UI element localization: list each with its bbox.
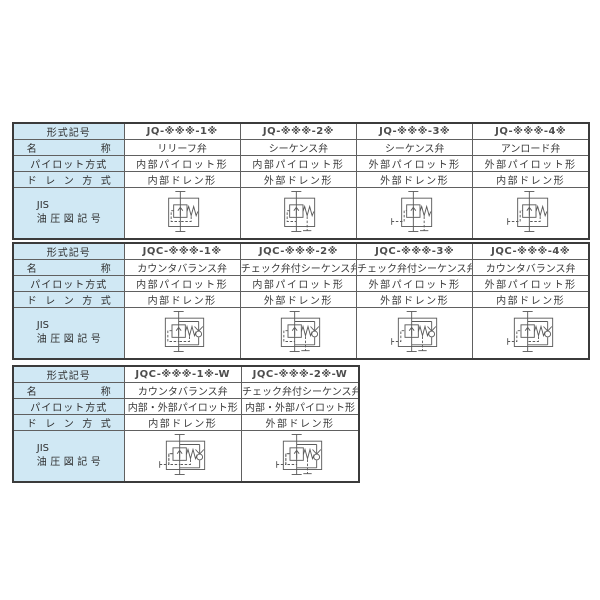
row-label-drain: ドレン方式: [12, 171, 125, 188]
row-label-drain: ドレン方式: [12, 414, 125, 431]
jis-hydraulic-symbol: [157, 188, 207, 235]
jis-symbol-cell: [123, 430, 242, 483]
pilot-type-cell: 外部パイロット形: [472, 275, 590, 292]
jis-hydraulic-symbol: [157, 308, 207, 355]
row-label-jis: JIS 油圧図記号: [12, 430, 125, 483]
model-code-cell: JQC-※※※-1※: [123, 242, 241, 260]
pilot-type-row: パイロット方式 内部パイロット形 内部パイロット形 外部パイロット形 外部パイロ…: [12, 275, 590, 292]
valve-name-cell: リリーフ弁: [123, 139, 241, 156]
valve-name-row: 名称 カウンタバランス弁 チェック弁付シーケンス弁: [12, 382, 360, 399]
row-label-name: 名称: [12, 139, 125, 156]
jis-symbol-row: JIS 油圧図記号: [12, 307, 590, 360]
jis-symbol-cell: [123, 307, 241, 360]
drain-type-row: ドレン方式 内部ドレン形 外部ドレン形 外部ドレン形 内部ドレン形: [12, 291, 590, 308]
model-code-cell: JQ-※※※-4※: [472, 122, 590, 140]
spec-table-jqc-w: 形式記号 JQC-※※※-1※-W JQC-※※※-2※-W 名称 カウンタバラ…: [12, 365, 360, 483]
drain-type-row: ドレン方式 内部ドレン形 外部ドレン形: [12, 414, 360, 431]
pilot-type-cell: 外部パイロット形: [355, 275, 474, 292]
row-label-pilot: パイロット方式: [12, 398, 125, 415]
jis-hydraulic-symbol: [506, 308, 556, 355]
model-code-cell: JQ-※※※-1※: [123, 122, 241, 140]
pilot-type-cell: 内部パイロット形: [239, 275, 358, 292]
pilot-type-row: パイロット方式 内部パイロット形 内部パイロット形 外部パイロット形 外部パイロ…: [12, 155, 590, 172]
jis-symbol-row: JIS 油圧図記号: [12, 430, 360, 483]
valve-name-cell: チェック弁付シーケンス弁: [241, 382, 360, 399]
jis-symbol-cell: [355, 187, 474, 240]
model-code-cell: JQ-※※※-2※: [239, 122, 358, 140]
pilot-type-cell: 外部パイロット形: [472, 155, 590, 172]
jis-symbol-cell: [355, 307, 474, 360]
valve-name-cell: カウンタバランス弁: [123, 382, 242, 399]
model-code-cell: JQC-※※※-1※-W: [123, 365, 242, 383]
pilot-type-cell: 内部パイロット形: [239, 155, 358, 172]
drain-type-cell: 内部ドレン形: [123, 171, 241, 188]
row-label-name: 名称: [12, 382, 125, 399]
jis-hydraulic-symbol: [273, 308, 323, 355]
pilot-type-cell: 内部・外部パイロット形: [123, 398, 242, 415]
pilot-type-cell: 内部パイロット形: [123, 275, 241, 292]
model-code-row: 形式記号 JQC-※※※-1※ JQC-※※※-2※ JQC-※※※-3※ JQ…: [12, 242, 590, 260]
pilot-type-cell: 内部パイロット形: [123, 155, 241, 172]
drain-type-cell: 外部ドレン形: [355, 171, 474, 188]
drain-type-cell: 外部ドレン形: [355, 291, 474, 308]
drain-type-cell: 外部ドレン形: [239, 291, 358, 308]
pilot-type-row: パイロット方式 内部・外部パイロット形 内部・外部パイロット形: [12, 398, 360, 415]
model-code-row: 形式記号 JQ-※※※-1※ JQ-※※※-2※ JQ-※※※-3※ JQ-※※…: [12, 122, 590, 140]
valve-name-row: 名称 リリーフ弁 シーケンス弁 シーケンス弁 アンロード弁: [12, 139, 590, 156]
drain-type-cell: 内部ドレン形: [123, 414, 242, 431]
pilot-type-cell: 内部・外部パイロット形: [241, 398, 360, 415]
drain-type-cell: 内部ドレン形: [472, 171, 590, 188]
jis-symbol-cell: [472, 187, 590, 240]
drain-type-cell: 内部ドレン形: [123, 291, 241, 308]
model-code-cell: JQC-※※※-2※-W: [241, 365, 360, 383]
row-label-model: 形式記号: [12, 242, 125, 260]
valve-name-cell: アンロード弁: [472, 139, 590, 156]
valve-name-row: 名称 カウンタバランス弁 チェック弁付シーケンス弁 チェック弁付シーケンス弁 カ…: [12, 259, 590, 276]
jis-hydraulic-symbol: [158, 431, 208, 478]
valve-name-cell: シーケンス弁: [239, 139, 358, 156]
jis-hydraulic-symbol: [275, 431, 325, 478]
valve-name-cell: カウンタバランス弁: [472, 259, 590, 276]
model-code-row: 形式記号 JQC-※※※-1※-W JQC-※※※-2※-W: [12, 365, 360, 383]
jis-hydraulic-symbol: [390, 308, 440, 355]
jis-symbol-cell: [123, 187, 241, 240]
valve-name-cell: カウンタバランス弁: [123, 259, 241, 276]
model-code-cell: JQ-※※※-3※: [355, 122, 474, 140]
row-label-name: 名称: [12, 259, 125, 276]
row-label-jis: JIS 油圧図記号: [12, 307, 125, 360]
pilot-type-cell: 外部パイロット形: [355, 155, 474, 172]
drain-type-cell: 外部ドレン形: [239, 171, 358, 188]
model-code-cell: JQC-※※※-3※: [355, 242, 474, 260]
row-label-drain: ドレン方式: [12, 291, 125, 308]
jis-symbol-cell: [239, 307, 358, 360]
row-label-jis: JIS 油圧図記号: [12, 187, 125, 240]
spec-table-jq: 形式記号 JQ-※※※-1※ JQ-※※※-2※ JQ-※※※-3※ JQ-※※…: [12, 122, 590, 240]
jis-symbol-cell: [241, 430, 360, 483]
valve-name-cell: チェック弁付シーケンス弁: [355, 259, 474, 276]
drain-type-row: ドレン方式 内部ドレン形 外部ドレン形 外部ドレン形 内部ドレン形: [12, 171, 590, 188]
row-label-pilot: パイロット方式: [12, 275, 125, 292]
jis-hydraulic-symbol: [506, 188, 556, 235]
row-label-pilot: パイロット方式: [12, 155, 125, 172]
spec-table-jqc: 形式記号 JQC-※※※-1※ JQC-※※※-2※ JQC-※※※-3※ JQ…: [12, 242, 590, 360]
drain-type-cell: 内部ドレン形: [472, 291, 590, 308]
jis-symbol-cell: [472, 307, 590, 360]
model-code-cell: JQC-※※※-2※: [239, 242, 358, 260]
valve-name-cell: シーケンス弁: [355, 139, 474, 156]
drain-type-cell: 外部ドレン形: [241, 414, 360, 431]
row-label-model: 形式記号: [12, 122, 125, 140]
jis-symbol-cell: [239, 187, 358, 240]
jis-symbol-row: JIS 油圧図記号: [12, 187, 590, 240]
valve-name-cell: チェック弁付シーケンス弁: [239, 259, 358, 276]
model-code-cell: JQC-※※※-4※: [472, 242, 590, 260]
jis-hydraulic-symbol: [390, 188, 440, 235]
jis-hydraulic-symbol: [273, 188, 323, 235]
row-label-model: 形式記号: [12, 365, 125, 383]
